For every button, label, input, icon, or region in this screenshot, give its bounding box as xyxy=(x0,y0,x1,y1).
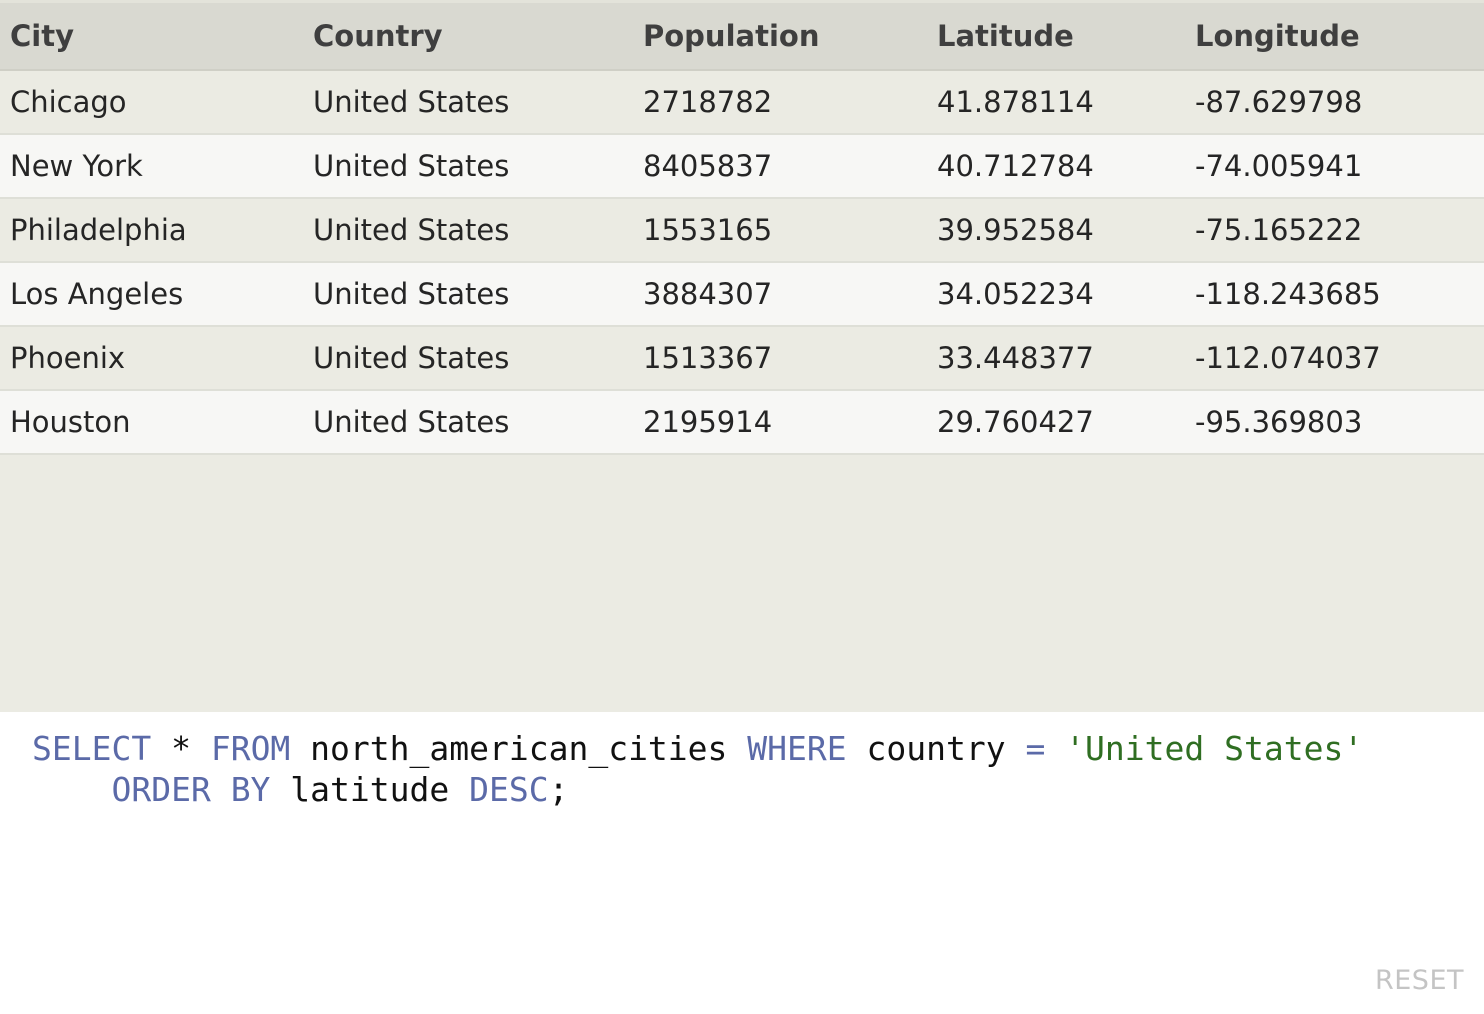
cell-latitude: 29.760427 xyxy=(927,390,1185,455)
sql-query-text[interactable]: SELECT * FROM north_american_cities WHER… xyxy=(32,728,1363,810)
sql-token: ; xyxy=(548,770,569,809)
cell-population: 1553165 xyxy=(633,198,927,263)
sql-keyword: WHERE xyxy=(747,729,847,768)
column-header-population: Population xyxy=(633,3,927,71)
sql-token: country xyxy=(846,729,1026,768)
cell-city: Phoenix xyxy=(0,326,303,391)
column-header-latitude: Latitude xyxy=(927,3,1185,71)
cell-city: Chicago xyxy=(0,70,303,135)
column-header-country: Country xyxy=(303,3,633,71)
cell-population: 1513367 xyxy=(633,326,927,391)
cell-longitude: -74.005941 xyxy=(1185,134,1484,199)
cell-latitude: 39.952584 xyxy=(927,198,1185,263)
sql-token xyxy=(32,770,111,809)
sql-token xyxy=(1045,729,1065,768)
cell-population: 2718782 xyxy=(633,70,927,135)
sql-keyword: = xyxy=(1025,729,1046,768)
cell-latitude: 41.878114 xyxy=(927,70,1185,135)
cell-city: Los Angeles xyxy=(0,262,303,327)
table-header-row: City Country Population Latitude Longitu… xyxy=(0,3,1484,71)
cell-country: United States xyxy=(303,262,633,327)
cell-country: United States xyxy=(303,326,633,391)
sql-string-literal: 'United States' xyxy=(1065,729,1364,768)
cell-city: New York xyxy=(0,134,303,199)
cell-latitude: 33.448377 xyxy=(927,326,1185,391)
sql-token: * xyxy=(151,729,211,768)
cell-country: United States xyxy=(303,198,633,263)
cell-population: 3884307 xyxy=(633,262,927,327)
cell-city: Houston xyxy=(0,390,303,455)
sql-keyword: DESC xyxy=(469,770,549,809)
sql-editor[interactable]: SELECT * FROM north_american_cities WHER… xyxy=(0,712,1484,1014)
sql-token: north_american_cities xyxy=(290,729,748,768)
sql-token: latitude xyxy=(270,770,470,809)
sql-keyword: ORDER BY xyxy=(111,770,271,809)
cell-longitude: -118.243685 xyxy=(1185,262,1484,327)
column-header-longitude: Longitude xyxy=(1185,3,1484,71)
table-row: Phoenix United States 1513367 33.448377 … xyxy=(0,326,1484,391)
reset-button[interactable]: RESET xyxy=(1374,965,1464,996)
column-header-city: City xyxy=(0,3,303,71)
results-table: City Country Population Latitude Longitu… xyxy=(0,3,1484,455)
cell-longitude: -95.369803 xyxy=(1185,390,1484,455)
cell-longitude: -87.629798 xyxy=(1185,70,1484,135)
cell-country: United States xyxy=(303,134,633,199)
cell-longitude: -112.074037 xyxy=(1185,326,1484,391)
cell-longitude: -75.165222 xyxy=(1185,198,1484,263)
cell-latitude: 40.712784 xyxy=(927,134,1185,199)
table-row: New York United States 8405837 40.712784… xyxy=(0,134,1484,199)
cell-country: United States xyxy=(303,70,633,135)
table-row: Houston United States 2195914 29.760427 … xyxy=(0,390,1484,455)
sql-keyword: SELECT xyxy=(32,729,152,768)
table-row: Philadelphia United States 1553165 39.95… xyxy=(0,198,1484,263)
table-row: Chicago United States 2718782 41.878114 … xyxy=(0,70,1484,135)
cell-country: United States xyxy=(303,390,633,455)
table-row: Los Angeles United States 3884307 34.052… xyxy=(0,262,1484,327)
cell-city: Philadelphia xyxy=(0,198,303,263)
query-results-panel: City Country Population Latitude Longitu… xyxy=(0,0,1484,712)
cell-latitude: 34.052234 xyxy=(927,262,1185,327)
sql-keyword: FROM xyxy=(210,729,291,768)
cell-population: 2195914 xyxy=(633,390,927,455)
cell-population: 8405837 xyxy=(633,134,927,199)
